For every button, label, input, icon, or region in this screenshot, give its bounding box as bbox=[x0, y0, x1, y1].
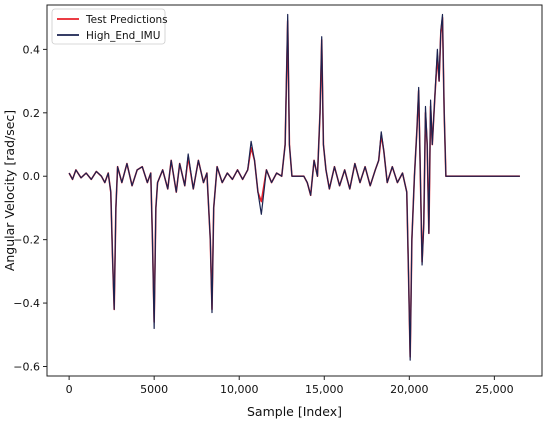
y-tick-label: −0.6 bbox=[13, 360, 40, 373]
legend-label-high-end-imu: High_End_IMU bbox=[86, 30, 160, 42]
y-axis-label: Angular Velocity [rad/sec] bbox=[2, 110, 17, 271]
x-tick-label: 25,000 bbox=[475, 383, 514, 396]
x-tick-label: 15,000 bbox=[305, 383, 344, 396]
y-axis: −0.6 −0.4 −0.2 0.0 0.2 0.4 bbox=[13, 43, 47, 373]
x-tick-label: 10,000 bbox=[220, 383, 259, 396]
x-tick-label: 20,000 bbox=[390, 383, 429, 396]
x-tick-label: 0 bbox=[66, 383, 73, 396]
series-layer bbox=[68, 13, 520, 361]
y-tick-label: −0.4 bbox=[13, 297, 40, 310]
x-axis-label: Sample [Index] bbox=[247, 404, 342, 419]
legend-box bbox=[51, 8, 166, 45]
y-tick-label: 0.0 bbox=[23, 170, 41, 183]
x-tick-label: 5000 bbox=[140, 383, 168, 396]
y-tick-label: −0.2 bbox=[13, 234, 40, 247]
y-tick-label: 0.2 bbox=[23, 107, 41, 120]
legend: Test Predictions High_End_IMU bbox=[51, 8, 168, 45]
y-tick-label: 0.4 bbox=[23, 43, 41, 56]
plot-frame bbox=[46, 4, 543, 377]
series-line-high-end-imu bbox=[68, 13, 520, 361]
x-axis: 0 5000 10,000 15,000 20,000 25,000 bbox=[66, 376, 514, 396]
legend-label-test-predictions: Test Predictions bbox=[85, 14, 168, 26]
